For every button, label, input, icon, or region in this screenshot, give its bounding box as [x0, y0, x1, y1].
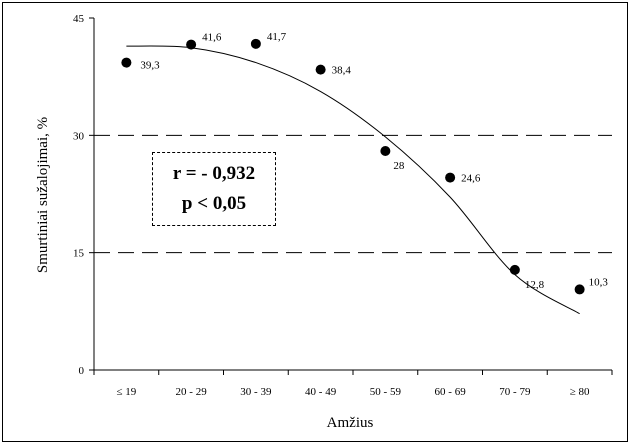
- x-tick-label-5: 60 - 69: [435, 386, 467, 398]
- data-point-4: [380, 145, 391, 156]
- data-point-7: [574, 284, 585, 295]
- correlation-r: r = - 0,932: [172, 163, 256, 184]
- reference-lines: [94, 134, 612, 254]
- data-label-0: 39,3: [140, 60, 160, 72]
- data-label-6: 12,8: [525, 279, 545, 291]
- data-label-5: 24,6: [461, 173, 481, 185]
- x-tick-label-0: ≤ 19: [116, 386, 136, 398]
- x-tick-label-6: 70 - 79: [499, 386, 531, 398]
- x-tick-label-1: 20 - 29: [176, 386, 208, 398]
- y-axis-title: Smurtiniai sužalojimai, %: [35, 117, 51, 273]
- data-point-6: [509, 264, 520, 275]
- y-ticks: 0 15 30 45: [73, 13, 94, 377]
- data-point-0: [121, 57, 132, 68]
- x-tick-label-7: ≥ 80: [570, 386, 590, 398]
- data-label-3: 38,4: [332, 65, 352, 77]
- x-axis-title: Amžius: [327, 415, 374, 431]
- correlation-annotation: r = - 0,932 p < 0,05: [152, 152, 276, 226]
- data-label-1: 41,6: [202, 32, 222, 44]
- x-tick-label-4: 50 - 59: [370, 386, 402, 398]
- y-tick-label-3: 45: [73, 13, 85, 25]
- trendline: [126, 45, 580, 315]
- data-point-5: [445, 172, 456, 183]
- data-point-1: [186, 39, 197, 50]
- data-point-2: [250, 38, 261, 49]
- data-label-2: 41,7: [267, 31, 287, 43]
- data-points: [121, 38, 585, 295]
- correlation-p: p < 0,05: [181, 193, 247, 214]
- x-tick-label-2: 30 - 39: [240, 386, 272, 398]
- y-tick-label-1: 15: [73, 248, 85, 260]
- x-tick-label-3: 40 - 49: [305, 386, 337, 398]
- data-label-7: 10,3: [589, 276, 609, 288]
- data-label-4: 28: [393, 160, 405, 172]
- x-ticks: ≤ 19 20 - 29 30 - 39 40 - 49 50 - 59 60 - 69 7…: [93, 370, 613, 398]
- chart-frame: [2, 2, 628, 442]
- data-point-3: [315, 64, 326, 75]
- data-labels: 39,3 41,6 41,7 38,4 28 24,6 12,8 10,3: [140, 31, 608, 291]
- y-tick-label-2: 30: [73, 130, 85, 142]
- y-tick-label-0: 0: [79, 365, 85, 377]
